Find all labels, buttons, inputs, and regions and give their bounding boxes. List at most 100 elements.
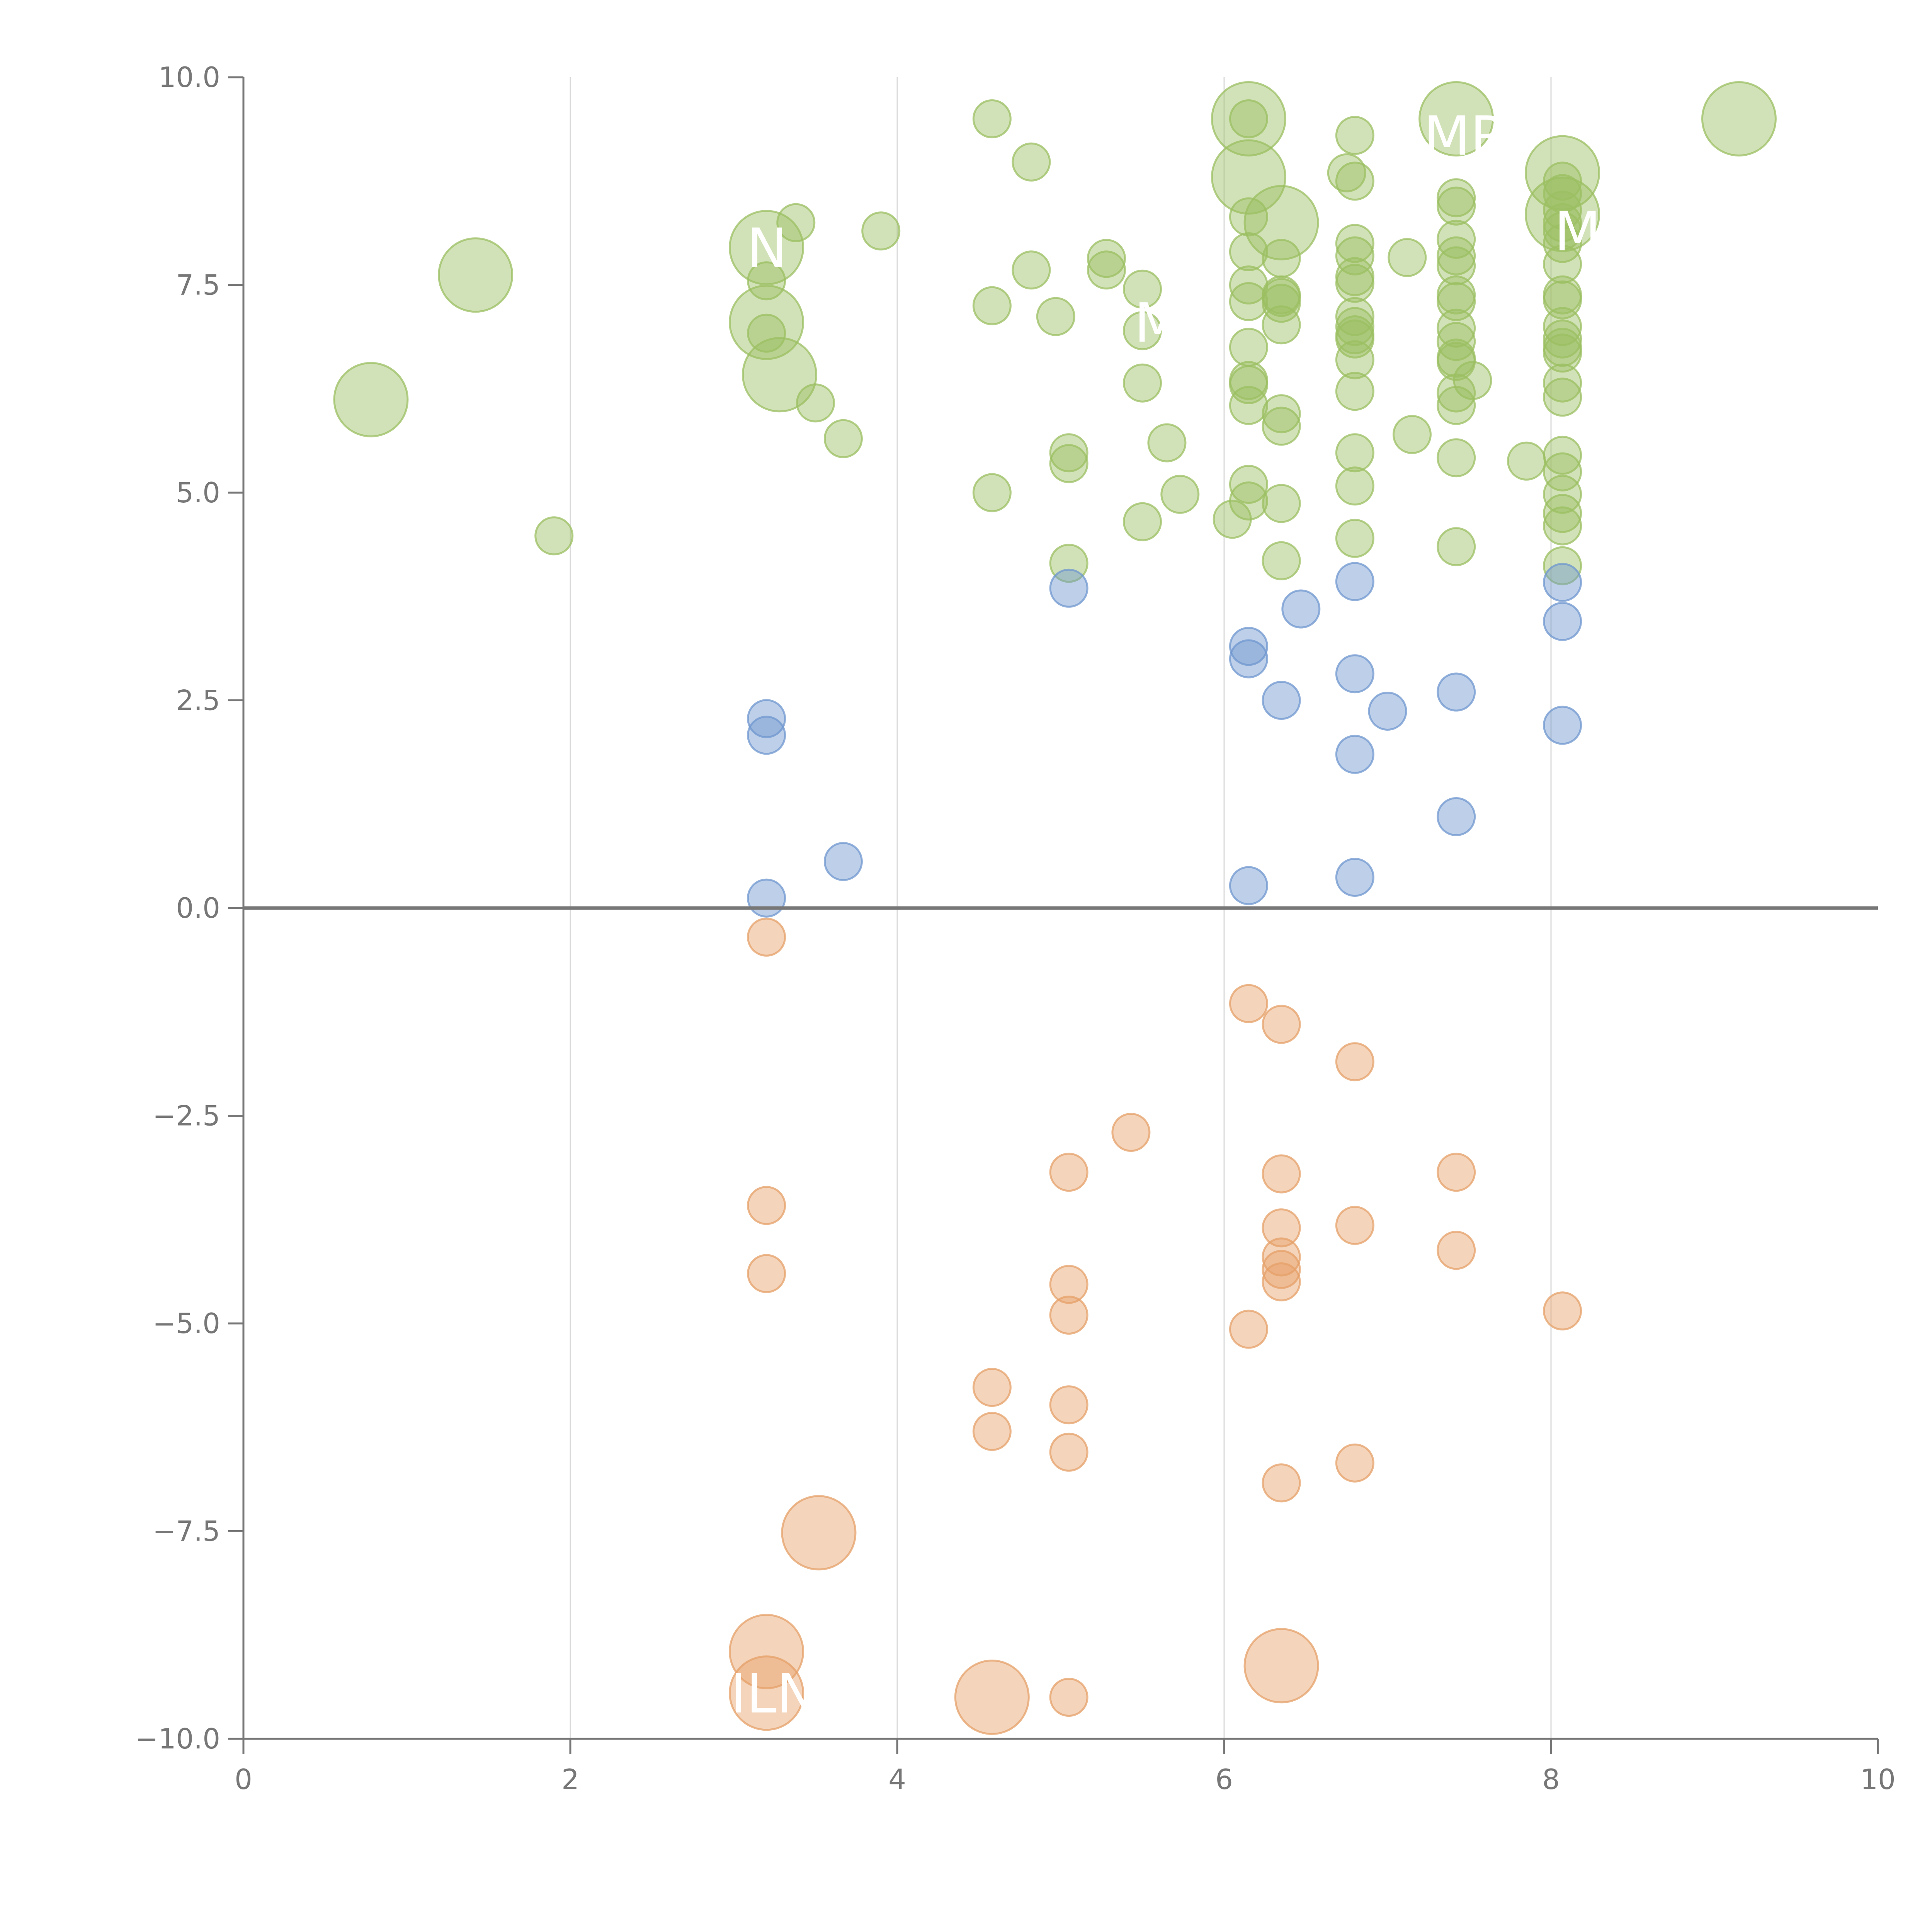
bubble-point [1335, 654, 1374, 694]
bubble-point [1543, 162, 1582, 201]
bubble-point [747, 313, 786, 353]
bubble-point [1229, 639, 1268, 679]
bubble-point [1262, 239, 1301, 278]
bubble-point [1229, 627, 1268, 666]
bubble-point [1335, 562, 1374, 601]
bubble-point [1437, 1231, 1476, 1270]
bubble-point [1262, 1262, 1301, 1301]
bubble-point [1049, 1296, 1088, 1335]
y-tick-label: −10.0 [135, 1723, 220, 1755]
bubble-point [1437, 386, 1476, 425]
y-tick-label: 7.5 [176, 269, 220, 301]
bubble-label: MR [1423, 105, 1508, 168]
bubble-point [1543, 452, 1582, 492]
bubble-point [1262, 305, 1301, 345]
bubble-point [1229, 386, 1268, 425]
bubble-point [972, 1412, 1012, 1451]
bubble-point [729, 1614, 804, 1689]
bubble-point [1335, 264, 1374, 303]
bubble-point [1437, 1153, 1476, 1192]
bubble-point [1437, 178, 1476, 218]
bubble-point [1543, 211, 1582, 251]
bubble-point [742, 337, 817, 413]
bubble-point [1335, 735, 1374, 774]
bubble-point [1543, 280, 1582, 320]
bubble-point [1418, 81, 1494, 156]
bubble-point [1262, 1005, 1301, 1044]
bubble-point [438, 237, 514, 313]
bubble-point [1335, 857, 1374, 897]
bubble-point [1335, 236, 1374, 276]
bubble-point [1543, 706, 1582, 745]
bubble-point [747, 917, 786, 957]
x-tick-label: 4 [888, 1763, 906, 1796]
y-tick-label: −2.5 [153, 1100, 220, 1132]
bubble-point [1049, 444, 1088, 483]
bubble-point [1262, 484, 1301, 523]
bubble-point [1543, 435, 1582, 475]
bubble-point [1211, 139, 1286, 215]
y-tick-label: 0.0 [176, 892, 220, 924]
bubble-labels: N M MR M ILN [731, 105, 1601, 1726]
bubble-point [1111, 1113, 1151, 1152]
bubble-point [1229, 365, 1268, 404]
bubble-point [1262, 1208, 1301, 1248]
bubble-point [1543, 546, 1582, 585]
y-tick-label: 10.0 [158, 61, 220, 94]
bubble-point [1543, 1291, 1582, 1331]
x-tick-label: 6 [1215, 1763, 1233, 1796]
bubble-label: M [1554, 201, 1601, 264]
bubble-point [1335, 307, 1374, 346]
bubble-point [1368, 691, 1407, 731]
bubble-point [1262, 1154, 1301, 1194]
bubble-point [1049, 1432, 1088, 1472]
bubble-point [1543, 307, 1582, 346]
bubble-point [1453, 361, 1492, 400]
bubble-point [1262, 541, 1301, 580]
axes: −10.0 −7.5 −5.0 −2.5 0.0 2.5 5.0 7.5 10.0 0 2 4 6 8 10 [135, 61, 1895, 1796]
bubble-point [1543, 245, 1582, 284]
bubble-point [1147, 423, 1187, 463]
bubble-point [1437, 672, 1476, 712]
bubble-point [1437, 438, 1476, 478]
bubble-point [1012, 142, 1051, 182]
bubble-point [1262, 394, 1301, 434]
bubble-point [747, 716, 786, 755]
bubble-point [1229, 465, 1268, 504]
bubble-point [1229, 328, 1268, 367]
bubble-point [954, 1660, 1030, 1735]
bubble-point [1229, 232, 1268, 271]
bubble-point [1543, 333, 1582, 373]
bubble-point [972, 1368, 1012, 1407]
bubble-point [1262, 284, 1301, 323]
bubble-point [1507, 441, 1546, 481]
bubble-point [729, 210, 804, 286]
y-tick-label: −7.5 [153, 1515, 220, 1548]
bubble-point [747, 1186, 786, 1225]
bubble-point [1335, 519, 1374, 558]
bubble-point [1543, 563, 1582, 602]
bubble-point [1543, 602, 1582, 641]
bubble-point [1012, 250, 1051, 290]
bubble-point [1049, 433, 1088, 473]
bubble-point [1087, 239, 1126, 278]
bubble-point [1335, 162, 1374, 201]
bubble-point [1437, 797, 1476, 836]
bubble-point [747, 1254, 786, 1293]
bubble-point [1049, 1385, 1088, 1425]
bubble-point [972, 473, 1012, 512]
bubble-label: M [1134, 292, 1181, 355]
x-tick-label: 2 [561, 1763, 579, 1796]
bubble-point [1437, 527, 1476, 566]
bubble-point [1211, 81, 1286, 156]
bubble-point [1262, 681, 1301, 720]
bubble-point [1335, 372, 1374, 411]
bubble-point [1543, 203, 1582, 242]
bubble-point [823, 842, 863, 881]
bubble-point [1437, 186, 1476, 226]
bubble-point [1437, 282, 1476, 321]
x-tick-label: 0 [235, 1763, 252, 1796]
bubble-point [1281, 589, 1321, 629]
bubble-point [1087, 250, 1126, 290]
bubble-point [972, 286, 1012, 325]
